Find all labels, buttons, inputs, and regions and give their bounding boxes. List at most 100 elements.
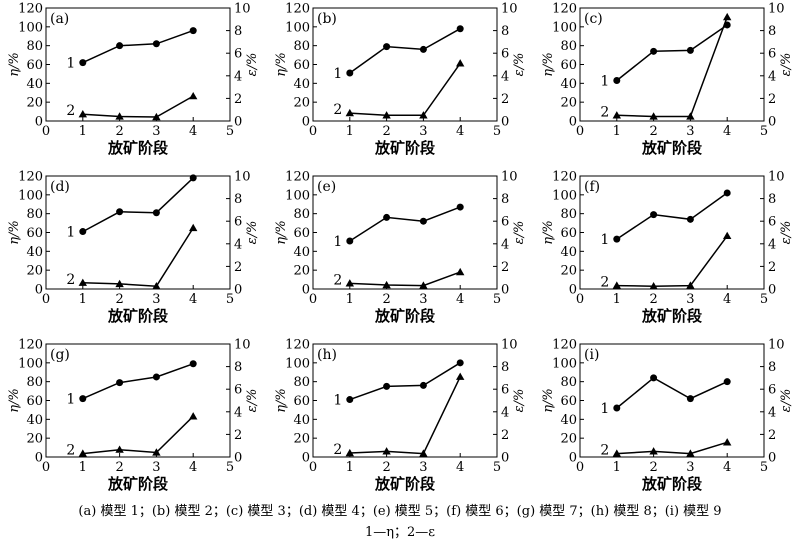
y-left-tick-label: 60 bbox=[560, 58, 577, 73]
y-right-tick-label: 10 bbox=[501, 170, 518, 185]
eta-data-point bbox=[346, 69, 354, 77]
y-right-tick-label: 8 bbox=[768, 24, 776, 39]
x-tick-label: 5 bbox=[226, 292, 234, 307]
epsilon-series-line bbox=[616, 16, 728, 118]
x-tick-label: 1 bbox=[346, 460, 354, 475]
y-left-tick-label: 80 bbox=[26, 207, 43, 222]
y-left-tick-label: 100 bbox=[285, 20, 310, 35]
x-tick-label: 1 bbox=[79, 292, 87, 307]
epsilon-series-line bbox=[82, 227, 194, 287]
y-right-axis-label: ε/% bbox=[512, 221, 527, 245]
eta-data-point bbox=[383, 213, 391, 221]
y-right-tick-label: 2 bbox=[501, 428, 509, 443]
y-right-tick-label: 8 bbox=[234, 24, 242, 39]
y-left-tick-label: 100 bbox=[18, 20, 43, 35]
eta-data-point bbox=[419, 381, 427, 389]
y-left-tick-label: 0 bbox=[35, 283, 43, 298]
x-tick-label: 1 bbox=[346, 292, 354, 307]
x-tick-label: 0 bbox=[309, 292, 317, 307]
epsilon-series-line bbox=[349, 271, 461, 287]
y-right-axis-label: ε/% bbox=[512, 389, 527, 413]
series-label: 2 bbox=[66, 272, 75, 288]
x-axis-label: 放矿阶段 bbox=[107, 307, 168, 325]
epsilon-series-line bbox=[616, 235, 728, 287]
y-right-tick-label: 8 bbox=[234, 360, 242, 375]
y-left-tick-label: 60 bbox=[26, 394, 43, 409]
x-tick-label: 5 bbox=[760, 460, 768, 475]
series-label: 2 bbox=[333, 272, 342, 288]
y-left-tick-label: 40 bbox=[293, 245, 310, 260]
epsilon-data-point bbox=[419, 449, 428, 457]
y-left-tick-label: 80 bbox=[26, 39, 43, 54]
x-tick-label: 2 bbox=[382, 292, 390, 307]
epsilon-data-point bbox=[78, 278, 87, 286]
epsilon-data-point bbox=[456, 267, 465, 276]
x-tick-label: 1 bbox=[79, 460, 87, 475]
y-right-tick-label: 2 bbox=[768, 260, 776, 275]
eta-data-point bbox=[723, 378, 731, 386]
epsilon-data-point bbox=[345, 448, 354, 457]
epsilon-data-point bbox=[152, 112, 161, 121]
x-axis-label: 放矿阶段 bbox=[641, 139, 702, 157]
y-left-tick-label: 0 bbox=[302, 115, 310, 130]
x-tick-label: 3 bbox=[686, 124, 694, 139]
y-right-tick-label: 2 bbox=[768, 428, 776, 443]
y-right-tick-label: 10 bbox=[234, 338, 251, 353]
series-label: 2 bbox=[333, 442, 342, 458]
y-right-tick-label: 0 bbox=[234, 283, 242, 298]
y-right-axis-label: ε/% bbox=[245, 53, 260, 77]
x-tick-label: 1 bbox=[613, 292, 621, 307]
y-right-tick-label: 0 bbox=[768, 115, 776, 130]
eta-data-point bbox=[79, 395, 87, 403]
x-tick-label: 0 bbox=[309, 124, 317, 139]
epsilon-data-point bbox=[382, 447, 391, 455]
epsilon-series-line bbox=[82, 415, 194, 455]
y-right-tick-label: 10 bbox=[501, 2, 518, 17]
y-right-tick-label: 8 bbox=[501, 360, 509, 375]
eta-series-line bbox=[82, 29, 194, 64]
eta-data-point bbox=[189, 174, 197, 182]
x-tick-label: 1 bbox=[79, 124, 87, 139]
x-axis-label: 放矿阶段 bbox=[374, 139, 435, 157]
eta-data-point bbox=[686, 215, 694, 223]
series-label: 1 bbox=[600, 74, 609, 90]
y-right-tick-label: 6 bbox=[501, 383, 509, 398]
x-tick-label: 1 bbox=[346, 124, 354, 139]
y-right-axis-label: ε/% bbox=[245, 221, 260, 245]
y-right-tick-label: 6 bbox=[768, 215, 776, 230]
y-right-tick-label: 4 bbox=[234, 405, 242, 420]
panel-label: (d) bbox=[50, 179, 70, 195]
epsilon-data-point bbox=[649, 447, 658, 455]
y-left-tick-label: 20 bbox=[293, 96, 310, 111]
y-left-tick-label: 120 bbox=[552, 170, 577, 185]
x-tick-label: 0 bbox=[576, 460, 584, 475]
epsilon-data-point bbox=[345, 108, 354, 117]
x-tick-label: 5 bbox=[226, 460, 234, 475]
y-right-tick-label: 10 bbox=[768, 2, 785, 17]
epsilon-data-point bbox=[612, 449, 621, 457]
eta-data-point bbox=[456, 359, 464, 367]
y-left-tick-label: 0 bbox=[302, 283, 310, 298]
panel-label: (c) bbox=[584, 11, 603, 27]
x-axis-label: 放矿阶段 bbox=[641, 307, 702, 325]
eta-data-point bbox=[152, 373, 160, 381]
figure-caption: (a) 模型 1；(b) 模型 2；(c) 模型 3；(d) 模型 4；(e) … bbox=[78, 504, 722, 519]
epsilon-data-point bbox=[419, 281, 428, 289]
panel-label: (a) bbox=[50, 11, 69, 27]
y-left-axis-label: η/% bbox=[541, 388, 556, 413]
y-left-tick-label: 60 bbox=[293, 58, 310, 73]
eta-data-point bbox=[79, 228, 87, 236]
x-tick-label: 2 bbox=[382, 460, 390, 475]
y-left-axis-label: η/% bbox=[7, 388, 22, 413]
eta-data-point bbox=[419, 45, 427, 53]
y-left-tick-label: 20 bbox=[560, 96, 577, 111]
epsilon-series-line bbox=[82, 95, 194, 118]
x-tick-label: 4 bbox=[189, 292, 197, 307]
y-left-tick-label: 40 bbox=[560, 245, 577, 260]
x-axis-label: 放矿阶段 bbox=[641, 475, 702, 493]
y-left-tick-label: 60 bbox=[26, 226, 43, 241]
eta-data-point bbox=[152, 209, 160, 217]
